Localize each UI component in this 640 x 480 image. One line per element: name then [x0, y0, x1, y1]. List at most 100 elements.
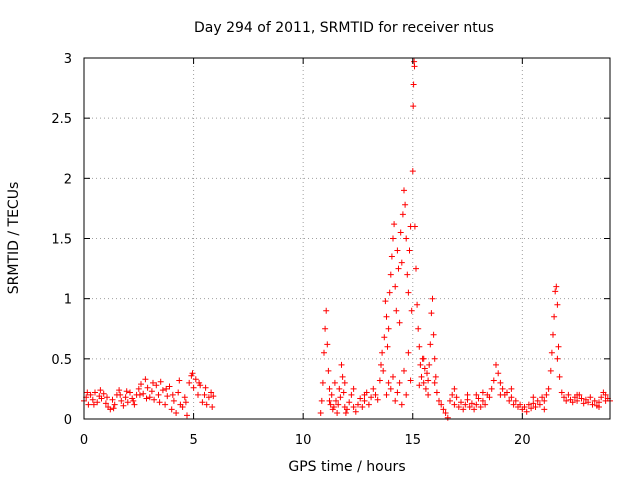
data-point	[558, 389, 565, 396]
data-point	[210, 393, 217, 400]
chart-title: Day 294 of 2011, SRMTID for receiver ntu…	[194, 20, 494, 36]
data-point	[317, 410, 324, 416]
data-point	[127, 389, 133, 396]
y-tick-label: 3	[64, 52, 72, 67]
data-point	[495, 370, 502, 377]
data-point	[136, 391, 143, 398]
data-point	[473, 401, 480, 408]
ticks-layer: 0 0.5 1 1.5 2 2.5 3 0 5 10 15 20	[51, 52, 610, 448]
data-point	[598, 394, 605, 401]
data-point	[182, 399, 189, 406]
data-point	[175, 389, 182, 396]
data-point	[208, 389, 215, 396]
data-point	[490, 377, 497, 384]
data-point	[548, 349, 555, 356]
data-point	[374, 396, 381, 403]
data-point	[84, 389, 91, 396]
data-point	[574, 391, 581, 398]
data-point	[561, 394, 567, 401]
data-point	[381, 334, 388, 341]
data-point	[117, 391, 124, 398]
data-point	[143, 395, 150, 402]
data-point	[553, 283, 560, 290]
data-point	[580, 400, 587, 407]
data-point	[348, 391, 355, 398]
data-point	[433, 389, 440, 396]
data-point	[162, 401, 169, 408]
data-point	[150, 379, 156, 386]
data-point	[388, 253, 395, 260]
data-point	[339, 373, 346, 380]
data-point	[192, 376, 199, 383]
data-point	[169, 391, 176, 398]
data-point	[504, 389, 510, 396]
data-point	[330, 404, 337, 410]
y-tick-label: 0.5	[51, 353, 72, 368]
data-point	[574, 397, 581, 404]
data-point	[482, 401, 489, 408]
data-point	[403, 235, 410, 242]
data-point	[396, 319, 403, 326]
data-point	[394, 247, 401, 254]
data-point	[499, 385, 506, 392]
data-point	[326, 385, 333, 392]
data-point	[102, 400, 109, 407]
data-point	[110, 405, 117, 412]
data-point	[528, 405, 535, 412]
x-tick-label: 20	[514, 433, 531, 448]
data-point	[130, 397, 137, 404]
data-point	[420, 355, 427, 362]
data-point	[100, 390, 107, 397]
data-point	[394, 389, 401, 396]
data-point	[458, 399, 464, 406]
data-point	[135, 385, 142, 392]
data-point	[144, 384, 151, 391]
data-point	[510, 401, 517, 408]
y-tick-label: 2	[64, 172, 72, 187]
data-point	[396, 379, 403, 386]
data-point	[195, 391, 201, 398]
data-point	[402, 201, 409, 208]
data-point	[477, 404, 484, 410]
data-point	[321, 349, 327, 356]
data-point	[340, 389, 347, 396]
grid-layer	[84, 58, 610, 419]
data-point	[451, 401, 458, 408]
data-point	[425, 391, 432, 398]
data-point	[155, 391, 162, 398]
data-point	[541, 406, 548, 413]
data-point	[399, 211, 406, 218]
data-point	[327, 401, 334, 408]
data-point	[552, 288, 559, 295]
data-point	[334, 410, 341, 416]
data-point	[179, 404, 186, 410]
y-tick-label: 0	[64, 413, 72, 428]
data-point	[153, 382, 160, 389]
data-point	[508, 385, 515, 392]
x-tick-label: 15	[404, 433, 421, 448]
data-point	[493, 361, 499, 368]
data-point	[146, 394, 153, 401]
data-point	[427, 341, 434, 348]
y-tick-label: 2.5	[51, 112, 72, 127]
data-point	[405, 349, 412, 356]
data-point	[341, 379, 348, 386]
data-point	[372, 391, 379, 398]
data-point	[512, 397, 519, 404]
data-point	[585, 399, 592, 406]
data-point	[379, 349, 386, 356]
data-point	[436, 397, 442, 404]
data-point	[383, 391, 390, 398]
data-point	[521, 404, 528, 410]
y-tick-label: 1.5	[51, 233, 72, 248]
data-point	[346, 399, 353, 406]
data-point	[431, 355, 438, 362]
data-point	[444, 414, 451, 421]
data-point	[447, 397, 453, 404]
x-axis-label: GPS time / hours	[288, 459, 405, 475]
data-point	[92, 389, 98, 396]
x-tick-label: 0	[80, 433, 88, 448]
data-point	[156, 399, 163, 406]
data-point	[368, 394, 375, 401]
data-point	[497, 379, 504, 386]
